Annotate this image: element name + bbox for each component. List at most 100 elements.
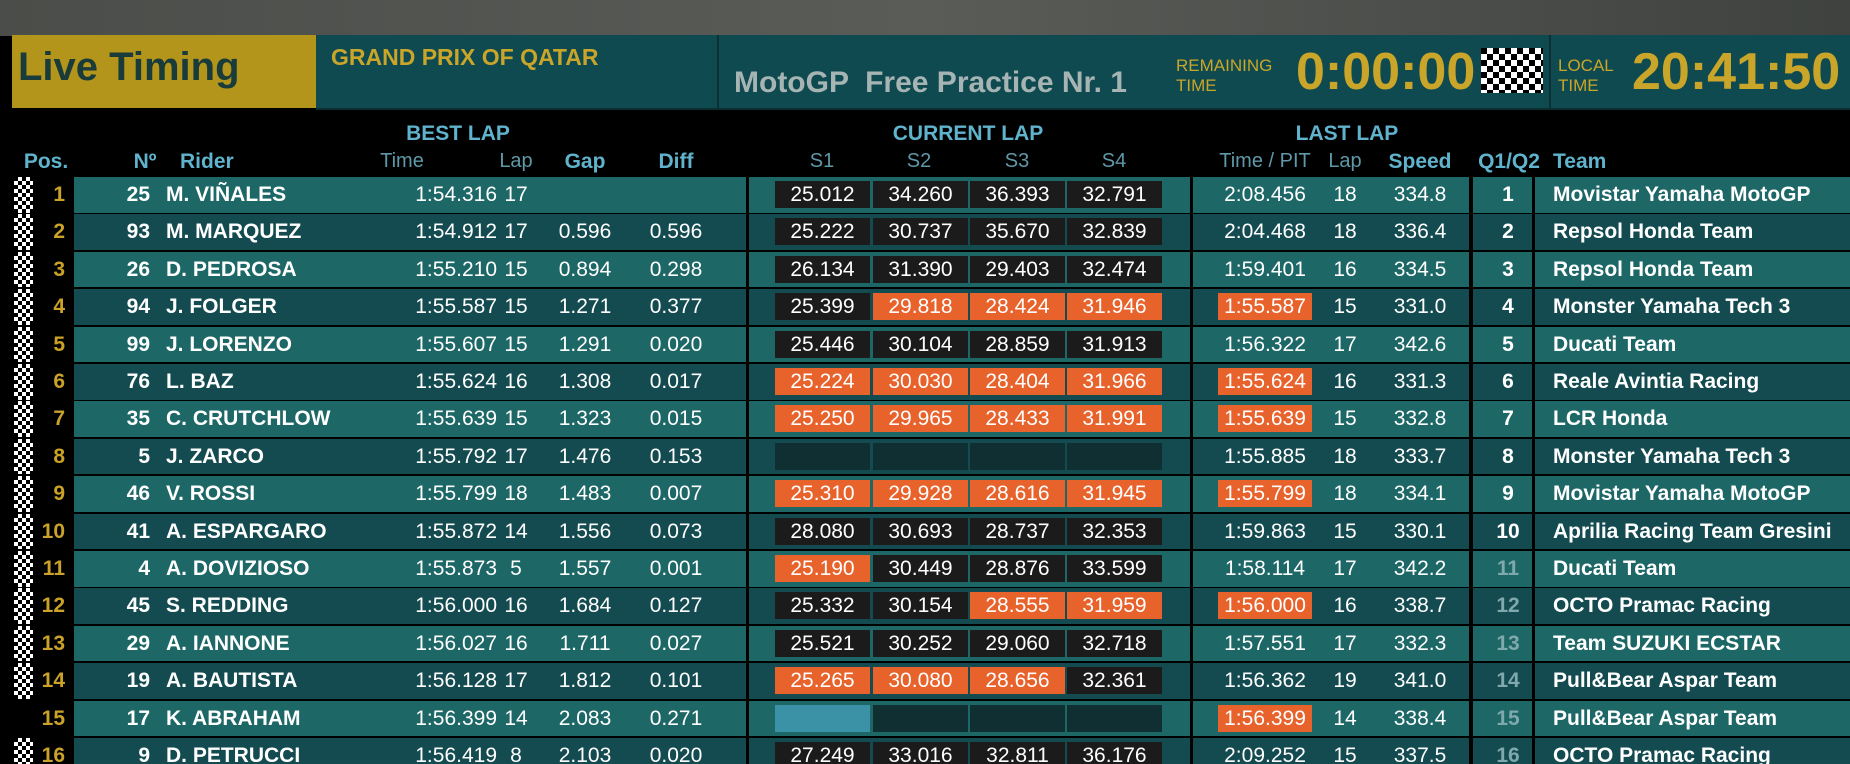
cell-rider: A. DOVIZIOSO <box>166 557 310 580</box>
divider <box>717 35 719 108</box>
sector-cell: 30.737 <box>873 218 968 246</box>
sector-cell <box>873 704 968 732</box>
sector-cell: 33.599 <box>1067 555 1162 582</box>
event-name: GRAND PRIX OF QATAR <box>331 44 599 70</box>
cell-pos: 11 <box>42 557 65 580</box>
cell-q: 3 <box>1502 257 1514 281</box>
cell-best: 1:55.607 <box>415 332 497 356</box>
cell-team: OCTO Pramac Racing <box>1553 594 1771 618</box>
sector-time: 31.390 <box>888 257 953 281</box>
last-lap-highlight <box>1218 704 1312 732</box>
cell-last: 1:55.587 <box>1224 295 1306 319</box>
cell-q: 4 <box>1502 295 1514 319</box>
sector-cell: 32.353 <box>1067 517 1162 545</box>
row-background <box>74 438 746 475</box>
cell-gap: 1.271 <box>558 295 612 319</box>
timing-row: 16 9 D. PETRUCCI 1:56.419 8 2.103 0.020 27.249 3… <box>0 738 1850 764</box>
cell-best: 1:56.128 <box>415 669 497 693</box>
row-background <box>1193 251 1469 288</box>
sector-cell: 29.060 <box>970 629 1065 657</box>
cell-last-lap: 18 <box>1333 220 1357 244</box>
sector-time: 32.839 <box>1082 220 1147 244</box>
cell-lap: 17 <box>504 220 528 244</box>
sector-time: 31.946 <box>1082 295 1147 319</box>
sector-time: 25.250 <box>790 407 855 431</box>
row-background <box>74 214 746 250</box>
row-background <box>74 588 746 624</box>
cell-pos: 1 <box>53 183 65 206</box>
row-background <box>74 401 746 437</box>
row-flag <box>14 476 33 512</box>
cell-num: 5 <box>138 444 150 468</box>
cell-rider: M. MARQUEZ <box>166 220 302 244</box>
cell-gap: 1.323 <box>558 407 612 431</box>
sector-cell: 28.876 <box>970 555 1065 582</box>
cell-speed: 330.1 <box>1393 519 1447 543</box>
row-background <box>74 663 746 699</box>
row-flag <box>14 177 33 213</box>
divider <box>1549 35 1551 108</box>
cell-q: 1 <box>1502 183 1514 206</box>
sector-cell: 30.104 <box>873 330 968 358</box>
cell-speed: 331.3 <box>1393 370 1447 393</box>
cell-gap: 1.684 <box>558 594 612 618</box>
row-background <box>1473 476 1532 512</box>
cell-last-lap: 16 <box>1333 257 1357 281</box>
cell-num: 94 <box>126 295 150 319</box>
row-flag <box>14 551 33 587</box>
cell-team: LCR Honda <box>1553 407 1668 431</box>
cell-speed: 337.5 <box>1393 744 1447 764</box>
row-background <box>1193 214 1469 250</box>
cell-team: Movistar Yamaha MotoGP <box>1553 183 1811 206</box>
timing-row: 5 99 J. LORENZO 1:55.607 15 1.291 0.020 25.446 3… <box>0 326 1850 363</box>
row-background <box>74 177 746 213</box>
cell-speed: 332.3 <box>1393 631 1447 655</box>
timing-row: 1 25 M. VIÑALES 1:54.316 17 25.012 34.260 36.39… <box>0 177 1850 213</box>
sector-time: 25.012 <box>790 183 855 206</box>
sector-cell: 29.403 <box>970 255 1065 283</box>
sector-time: 28.080 <box>790 519 855 543</box>
cell-diff: 0.017 <box>649 370 703 393</box>
cell-lap: 17 <box>504 183 528 206</box>
row-background <box>1193 513 1469 550</box>
sector-cell <box>1067 442 1162 470</box>
column-header: Pos. <box>23 150 69 173</box>
row-background <box>1535 177 1850 213</box>
timing-row: 8 5 J. ZARCO 1:55.792 17 1.476 0.153 1:55.885 18… <box>0 438 1850 475</box>
column-header: S4 <box>1101 150 1127 172</box>
cell-speed: 333.7 <box>1393 444 1447 468</box>
cell-pos: 2 <box>53 220 65 244</box>
cell-speed: 338.7 <box>1393 594 1447 618</box>
sector-time: 25.446 <box>790 332 855 356</box>
sector-cell <box>970 704 1065 732</box>
sector-cell: 31.913 <box>1067 330 1162 358</box>
cell-num: 29 <box>126 631 150 655</box>
sector-cell: 25.012 <box>775 181 870 208</box>
sector-cell: 32.791 <box>1067 181 1162 208</box>
cell-speed: 336.4 <box>1393 220 1447 244</box>
cell-lap: 16 <box>504 631 528 655</box>
timing-row: 10 41 A. ESPARGARO 1:55.872 14 1.556 0.073 28.0… <box>0 513 1850 550</box>
cell-last-lap: 15 <box>1333 295 1357 319</box>
sector-time: 30.154 <box>888 594 953 618</box>
column-header: S2 <box>906 150 932 172</box>
timing-row: 2 93 M. MARQUEZ 1:54.912 17 0.596 0.596 25.222 3… <box>0 214 1850 250</box>
cell-last-lap: 17 <box>1333 557 1357 580</box>
sector-cell: 30.252 <box>873 629 968 657</box>
sector-time: 31.959 <box>1082 594 1147 618</box>
column-header: Team <box>1553 150 1607 173</box>
cell-team: Pull&Bear Aspar Team <box>1553 706 1778 730</box>
column-header: S1 <box>809 150 835 172</box>
cell-best: 1:55.639 <box>415 407 497 431</box>
cell-diff: 0.596 <box>649 220 703 244</box>
row-flag <box>14 588 33 624</box>
cell-gap: 2.103 <box>558 744 612 764</box>
row-background <box>1473 251 1532 288</box>
cell-speed: 331.0 <box>1393 295 1447 319</box>
timing-row: 4 94 J. FOLGER 1:55.587 15 1.271 0.377 25.399 29… <box>0 289 1850 325</box>
cell-num: 99 <box>126 332 150 356</box>
cell-lap: 17 <box>504 669 528 693</box>
cell-gap: 1.557 <box>558 557 612 580</box>
cell-last-lap: 15 <box>1333 407 1357 431</box>
sector-time: 36.176 <box>1082 744 1147 764</box>
